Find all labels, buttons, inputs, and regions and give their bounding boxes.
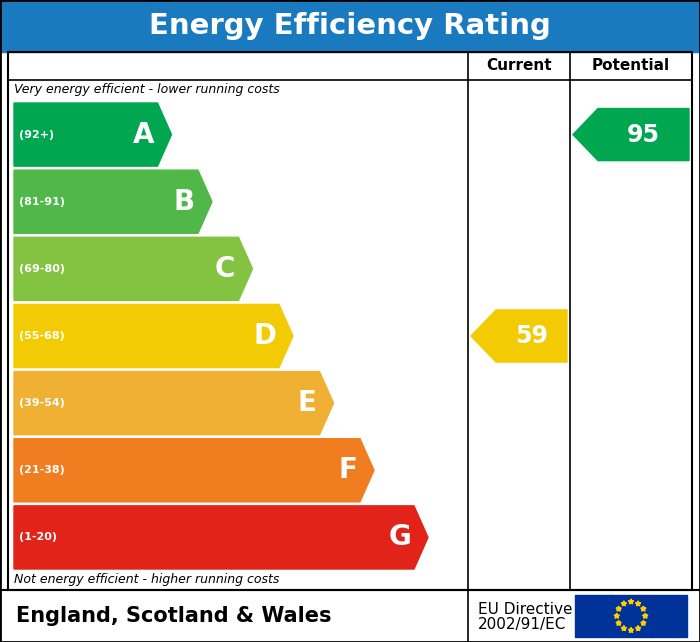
Text: B: B	[174, 187, 195, 216]
Text: (81-91): (81-91)	[19, 196, 65, 207]
Text: (1-20): (1-20)	[19, 532, 57, 542]
Text: (92+): (92+)	[19, 130, 54, 139]
Polygon shape	[616, 620, 622, 625]
Text: (21-38): (21-38)	[19, 465, 64, 475]
Polygon shape	[616, 606, 622, 611]
Polygon shape	[573, 108, 689, 160]
Polygon shape	[640, 606, 646, 611]
Text: 59: 59	[515, 324, 548, 348]
Text: (55-68): (55-68)	[19, 331, 64, 341]
Text: (69-80): (69-80)	[19, 264, 65, 274]
Polygon shape	[471, 310, 567, 362]
Bar	[575, 595, 687, 637]
Text: C: C	[215, 255, 235, 283]
Text: Potential: Potential	[592, 58, 670, 73]
Polygon shape	[636, 625, 640, 630]
Polygon shape	[636, 601, 640, 606]
Polygon shape	[621, 601, 626, 606]
Text: Very energy efficient - lower running costs: Very energy efficient - lower running co…	[14, 83, 280, 96]
Text: England, Scotland & Wales: England, Scotland & Wales	[16, 606, 332, 626]
Polygon shape	[621, 625, 626, 630]
Text: E: E	[298, 389, 316, 417]
Polygon shape	[14, 304, 293, 368]
Text: Energy Efficiency Rating: Energy Efficiency Rating	[149, 12, 551, 40]
Bar	[8, 52, 692, 590]
Polygon shape	[14, 170, 212, 233]
Polygon shape	[643, 613, 648, 618]
Text: A: A	[133, 121, 155, 148]
Text: 95: 95	[627, 123, 660, 146]
Polygon shape	[14, 438, 374, 502]
Bar	[0, 0, 700, 52]
Polygon shape	[14, 103, 172, 166]
Text: 2002/91/EC: 2002/91/EC	[478, 616, 566, 632]
Text: D: D	[253, 322, 276, 350]
Polygon shape	[640, 620, 646, 625]
Polygon shape	[629, 599, 634, 604]
Text: (39-54): (39-54)	[19, 398, 65, 408]
Text: Not energy efficient - higher running costs: Not energy efficient - higher running co…	[14, 573, 279, 587]
Polygon shape	[629, 627, 634, 632]
Text: EU Directive: EU Directive	[478, 602, 573, 616]
Text: F: F	[338, 456, 357, 484]
Text: Current: Current	[486, 58, 552, 73]
Polygon shape	[14, 238, 253, 300]
Text: G: G	[389, 523, 411, 551]
Polygon shape	[614, 613, 620, 618]
Polygon shape	[14, 506, 428, 569]
Polygon shape	[14, 372, 333, 435]
